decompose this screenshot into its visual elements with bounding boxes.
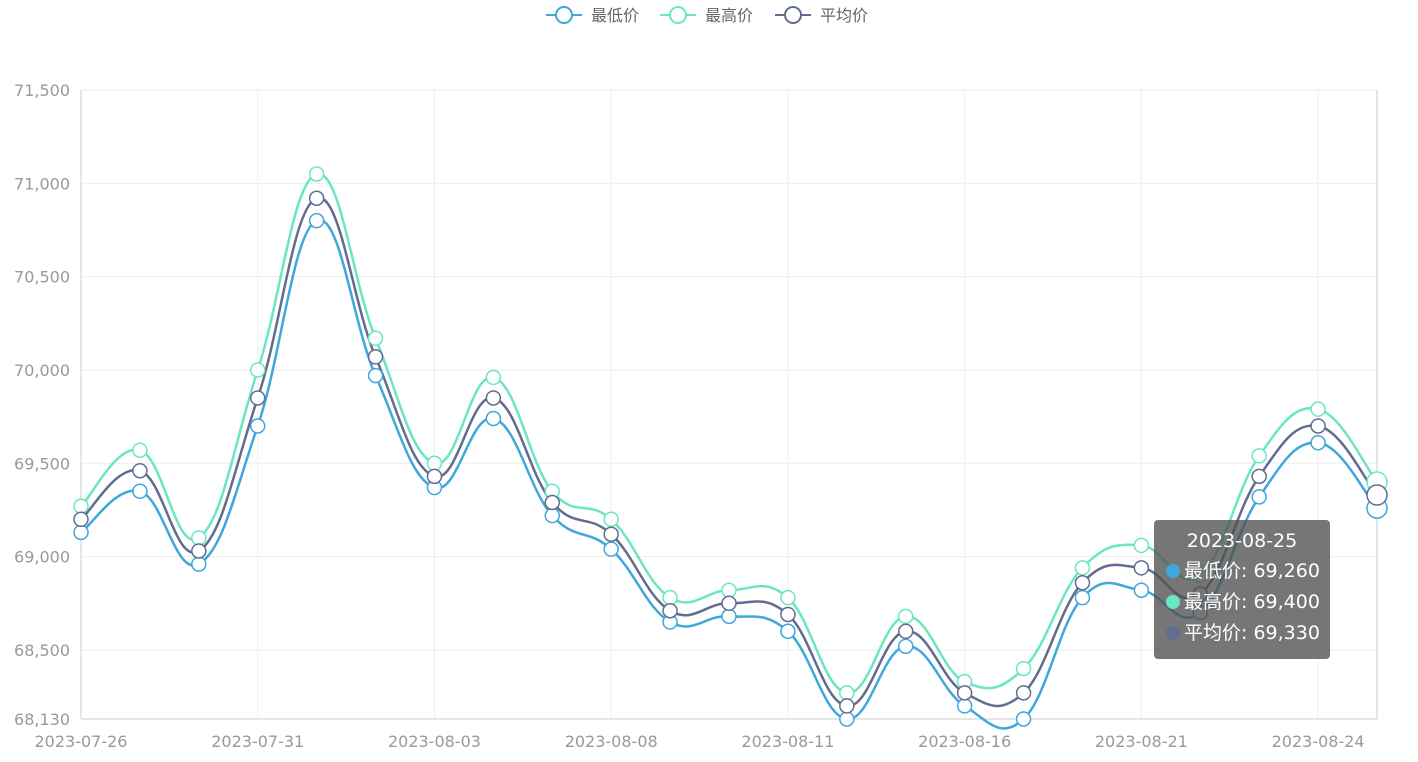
point-min [1015, 711, 1032, 727]
point-avg [1366, 484, 1388, 506]
point-avg [191, 543, 207, 559]
x-tick-label: 2023-08-08 [565, 732, 658, 751]
tooltip-avg-text: 平均价: 69,330 [1184, 622, 1320, 644]
legend-marker-max [669, 6, 687, 24]
point-min [897, 638, 914, 654]
point-avg [780, 606, 796, 623]
point-max [780, 589, 796, 606]
point-max [308, 166, 325, 182]
point-avg [1015, 685, 1032, 701]
point-max [1310, 401, 1326, 417]
point-min [603, 541, 619, 557]
x-tick-label: 2023-07-31 [211, 732, 304, 751]
point-max [485, 369, 502, 386]
legend-label-min: 最低价 [591, 6, 639, 25]
legend: 最低价 最高价 平均价 [546, 6, 868, 25]
tooltip-row-min: 最低价: 69,260 [1166, 556, 1330, 587]
y-tick-label: 68,500 [14, 641, 70, 660]
point-min [132, 483, 148, 500]
tooltip: 2023-08-25 最低价: 69,260 最高价: 69,400 平均价: … [1154, 520, 1330, 659]
x-tick-label: 2023-08-11 [741, 732, 834, 751]
point-avg [897, 623, 914, 640]
point-avg [1251, 468, 1267, 485]
point-avg [308, 190, 325, 207]
point-min [308, 212, 325, 229]
x-tick-label: 2023-08-24 [1272, 732, 1365, 751]
point-min [249, 418, 266, 434]
point-max [1251, 448, 1267, 464]
point-max [603, 511, 619, 528]
y-tick-label: 68,130 [14, 710, 70, 729]
point-max [73, 498, 89, 514]
tooltip-min-text: 最低价: 69,260 [1184, 560, 1320, 582]
legend-label-avg: 平均价 [820, 6, 868, 25]
point-max [367, 330, 384, 346]
point-avg [367, 349, 384, 365]
point-avg [603, 526, 619, 542]
tooltip-row-max: 最高价: 69,400 [1166, 587, 1330, 618]
point-max [132, 442, 148, 458]
legend-marker-min [555, 6, 573, 24]
point-min [1133, 582, 1150, 598]
tooltip-row-avg: 平均价: 69,330 [1166, 618, 1330, 649]
point-max [249, 362, 266, 378]
point-max [662, 589, 678, 606]
point-avg [1133, 560, 1150, 576]
x-tick-label: 2023-08-03 [388, 732, 481, 751]
point-min [839, 711, 855, 727]
point-avg [485, 390, 502, 406]
point-avg [1074, 574, 1091, 591]
point-max [721, 582, 737, 598]
point-avg [721, 595, 737, 612]
y-tick-label: 70,000 [14, 361, 70, 380]
tooltip-avg-swatch [1166, 626, 1180, 640]
point-max [1074, 560, 1091, 576]
tooltip-max-swatch [1166, 595, 1180, 609]
tooltip-max-text: 最高价: 69,400 [1184, 591, 1320, 613]
point-avg [839, 698, 855, 714]
x-tick-label: 2023-07-26 [35, 732, 128, 751]
y-tick-label: 69,500 [14, 454, 70, 473]
legend-label-max: 最高价 [705, 6, 753, 25]
point-max [426, 455, 443, 472]
point-min [191, 556, 207, 572]
legend-marker-avg [784, 6, 802, 24]
tooltip-min-swatch [1166, 564, 1180, 578]
point-avg [249, 390, 266, 406]
y-tick-label: 71,500 [14, 81, 70, 100]
point-min [1251, 489, 1267, 505]
point-min [367, 367, 384, 384]
point-max [1133, 537, 1150, 554]
point-min [956, 698, 973, 714]
x-tick-label: 2023-08-16 [918, 732, 1011, 751]
point-min [721, 608, 737, 625]
point-avg [73, 511, 89, 528]
point-avg [662, 602, 678, 619]
point-min [73, 524, 89, 541]
y-tick-label: 71,000 [14, 174, 70, 193]
point-max [1015, 660, 1032, 677]
axes: 68,130 68,500 69,000 69,500 70,000 70,500 71,0… [14, 81, 1378, 751]
tooltip-title: 2023-08-25 [1186, 530, 1298, 552]
point-min [485, 410, 502, 427]
series-points [73, 166, 1388, 727]
point-min [1310, 435, 1326, 451]
point-avg [544, 494, 561, 511]
point-min [544, 507, 561, 524]
point-avg [956, 685, 973, 701]
point-avg [426, 468, 443, 485]
point-avg [132, 463, 148, 479]
point-max [191, 530, 207, 546]
point-min [1074, 589, 1091, 606]
point-avg [1310, 418, 1326, 434]
point-max [839, 685, 855, 701]
y-tick-label: 69,000 [14, 548, 70, 567]
series-line-max [80, 172, 1378, 695]
point-max [897, 608, 914, 625]
y-tick-label: 70,500 [14, 268, 70, 287]
x-tick-label: 2023-08-21 [1095, 732, 1188, 751]
point-min [780, 623, 796, 640]
